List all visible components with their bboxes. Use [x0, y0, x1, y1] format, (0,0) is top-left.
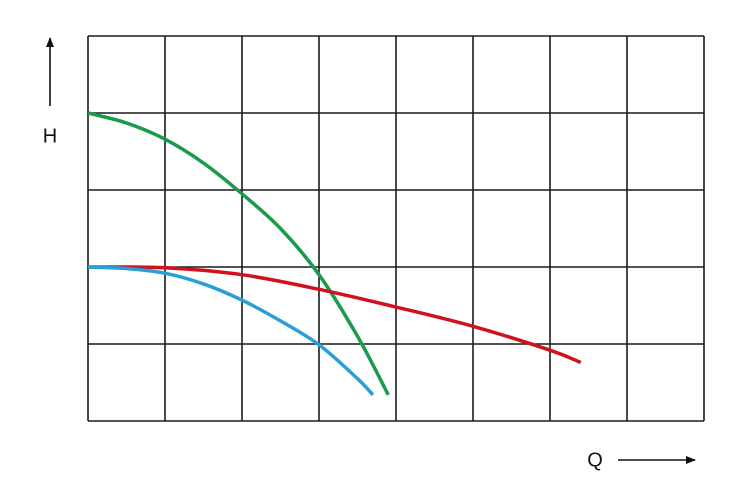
curve	[87, 111, 390, 396]
x-axis-label: Q	[587, 449, 603, 471]
curve	[87, 265, 582, 365]
y-axis-label: H	[43, 125, 57, 147]
curve	[87, 265, 375, 397]
